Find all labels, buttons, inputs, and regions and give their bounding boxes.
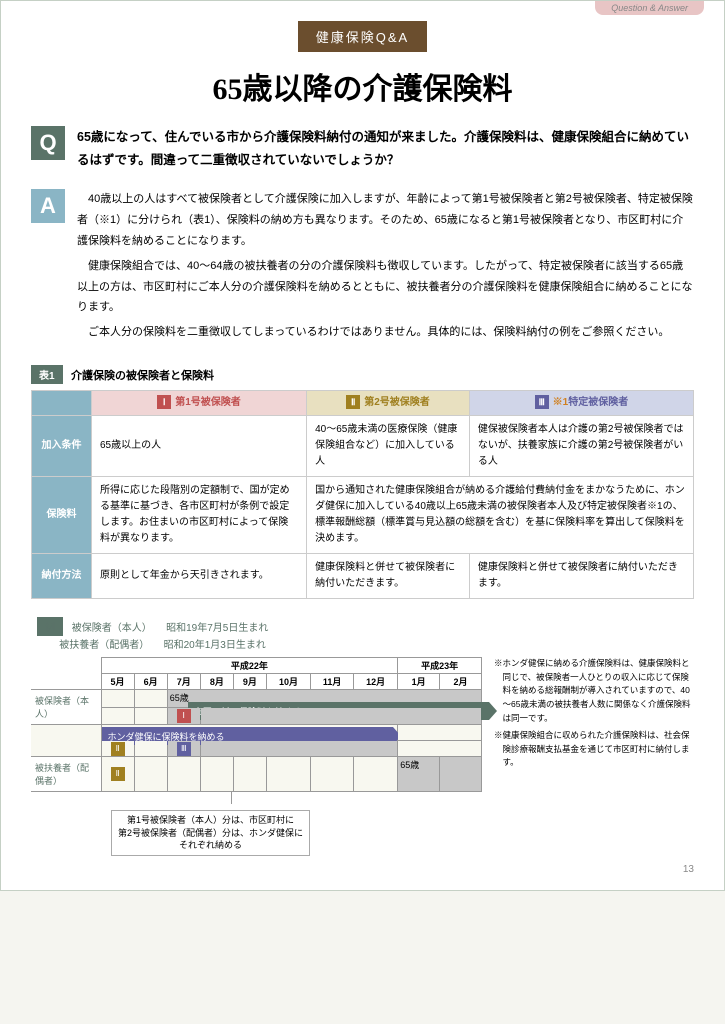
top-tab: Question & Answer <box>595 1 704 15</box>
answer-section: A 40歳以上の人はすべて被保険者として介護保険に加入しますが、年齢によって第1… <box>31 189 694 347</box>
main-title: 65歳以降の介護保険料 <box>31 64 694 108</box>
table-title: 介護保険の被保険者と保険料 <box>71 367 214 383</box>
notes: ※ホンダ健保に納める介護保険料は、健康保険料と同じで、被保険者一人ひとりの収入に… <box>494 657 694 856</box>
table-label: 表1 <box>31 365 63 384</box>
ex-line2-val: 昭和20年1月3日生まれ <box>164 636 266 651</box>
col3-header: Ⅲ※1特定被保険者 <box>469 391 693 416</box>
table-row: 保険料 所得に応じた段階別の定額制で、国が定める基準に基づき、各市区町村が条例で… <box>32 477 694 554</box>
example-section: 例 被保険者（本人） 昭和19年7月5日生まれ 被扶養者（配偶者） 昭和20年1… <box>31 617 694 856</box>
answer-para-3: ご本人分の保険料を二重徴収してしまっているわけではありません。具体的には、保険料… <box>77 322 694 343</box>
row-head-3: 納付方法 <box>32 554 92 599</box>
year2: 平成23年 <box>398 658 482 674</box>
note-1: ※ホンダ健保に納める介護保険料は、健康保険料と同じで、被保険者一人ひとりの収入に… <box>494 657 694 725</box>
col2-header: Ⅱ第2号被保険者 <box>307 391 470 416</box>
note-2: ※健康保険組合に収められた介護保険料は、社会保険診療報酬支払基金を通じて市区町村… <box>494 729 694 770</box>
blank-header <box>32 391 92 416</box>
table-header: 表1 介護保険の被保険者と保険料 <box>31 365 694 384</box>
cell: 所得に応じた段階別の定額制で、国が定める基準に基づき、各市区町村が条例で設定しま… <box>92 477 307 554</box>
cell: 健康保険料と併せて被保険者に納付いただきます。 <box>307 554 470 599</box>
col1-header: Ⅰ第1号被保険者 <box>92 391 307 416</box>
callout: 第1号被保険者（本人）分は、市区町村に 第2号被保険者（配偶者）分は、ホンダ健保… <box>111 810 310 856</box>
timeline-wrap: 平成22年 平成23年 5月6月7月8月9月10月11月12月1月2月 被保険者… <box>31 657 694 856</box>
answer-para-1: 40歳以上の人はすべて被保険者として介護保険に加入しますが、年齢によって第1号被… <box>77 189 694 252</box>
ex-line2-label: 被扶養者（配偶者） <box>59 636 149 651</box>
age-tag-1: 65歳 <box>170 691 189 704</box>
ex-line1-label: 被保険者（本人） <box>72 619 152 634</box>
person2-label: 被扶養者（配偶者） <box>31 757 101 792</box>
callout-arrow-icon <box>231 792 232 804</box>
age-tag-2: 65歳 <box>400 758 419 771</box>
ex-line1-val: 昭和19年7月5日生まれ <box>166 619 268 634</box>
chip-4: Ⅱ <box>111 767 125 781</box>
chip-3: Ⅲ <box>177 742 191 756</box>
row-head-2: 保険料 <box>32 477 92 554</box>
answer-text: 40歳以上の人はすべて被保険者として介護保険に加入しますが、年齢によって第1号被… <box>77 189 694 347</box>
answer-para-2: 健康保険組合では、40～64歳の被扶養者の分の介護保険料も徴収しています。したが… <box>77 256 694 319</box>
person2-bar: 被扶養者（配偶者） Ⅱ 65歳 <box>31 757 482 792</box>
year1: 平成22年 <box>101 658 398 674</box>
person1-label: 被保険者（本人） <box>31 690 101 725</box>
timeline: 平成22年 平成23年 5月6月7月8月9月10月11月12月1月2月 被保険者… <box>31 657 482 856</box>
table-row: 加入条件 65歳以上の人 40～65歳未満の医療保険（健康保険組合など）に加入し… <box>32 416 694 477</box>
callout-box: 第1号被保険者（本人）分は、市区町村に 第2号被保険者（配偶者）分は、ホンダ健保… <box>31 792 482 856</box>
person1-bar: 被保険者（本人） 65歳 市区町村に保険料を納める <box>31 690 482 708</box>
cell: 健康保険料と併せて被保険者に納付いただきます。 <box>469 554 693 599</box>
cell: 40～65歳未満の医療保険（健康保険組合など）に加入している人 <box>307 416 470 477</box>
timeline-table: 平成22年 平成23年 5月6月7月8月9月10月11月12月1月2月 被保険者… <box>31 657 482 792</box>
cell: 健保被保険者本人は介護の第2号被保険者ではないが、扶養家族に介護の第2号被保険者… <box>469 416 693 477</box>
table-row: 納付方法 原則として年金から天引きされます。 健康保険料と併せて被保険者に納付い… <box>32 554 694 599</box>
page: Question & Answer 健康保険Q&A 65歳以降の介護保険料 Q … <box>0 0 725 891</box>
insured-table: Ⅰ第1号被保険者 Ⅱ第2号被保険者 Ⅲ※1特定被保険者 加入条件 65歳以上の人… <box>31 390 694 599</box>
question-text: 65歳になって、住んでいる市から介護保険料納付の通知が来ました。介護保険料は、健… <box>77 126 694 171</box>
a-badge: A <box>31 189 65 223</box>
page-number: 13 <box>31 864 694 875</box>
honda-arrow-row: ホンダ健保に保険料を納める <box>31 725 482 741</box>
year-row: 平成22年 平成23年 <box>31 658 482 674</box>
header-block: 健康保険Q&A 65歳以降の介護保険料 <box>31 21 694 108</box>
qa-badge: 健康保険Q&A <box>298 21 427 52</box>
chips-row: Ⅱ Ⅲ <box>31 741 482 757</box>
cell: 65歳以上の人 <box>92 416 307 477</box>
question-section: Q 65歳になって、住んでいる市から介護保険料納付の通知が来ました。介護保険料は… <box>31 126 694 171</box>
example-label: 例 <box>37 617 63 636</box>
cell: 国から通知された健康保険組合が納める介護給付費納付金をまかなうために、ホンダ健保… <box>307 477 694 554</box>
example-header: 例 被保険者（本人） 昭和19年7月5日生まれ 被扶養者（配偶者） 昭和20年1… <box>31 617 694 651</box>
q-badge: Q <box>31 126 65 160</box>
chip-2: Ⅱ <box>111 742 125 756</box>
chip-1: Ⅰ <box>177 709 191 723</box>
cell: 原則として年金から天引きされます。 <box>92 554 307 599</box>
row-head-1: 加入条件 <box>32 416 92 477</box>
